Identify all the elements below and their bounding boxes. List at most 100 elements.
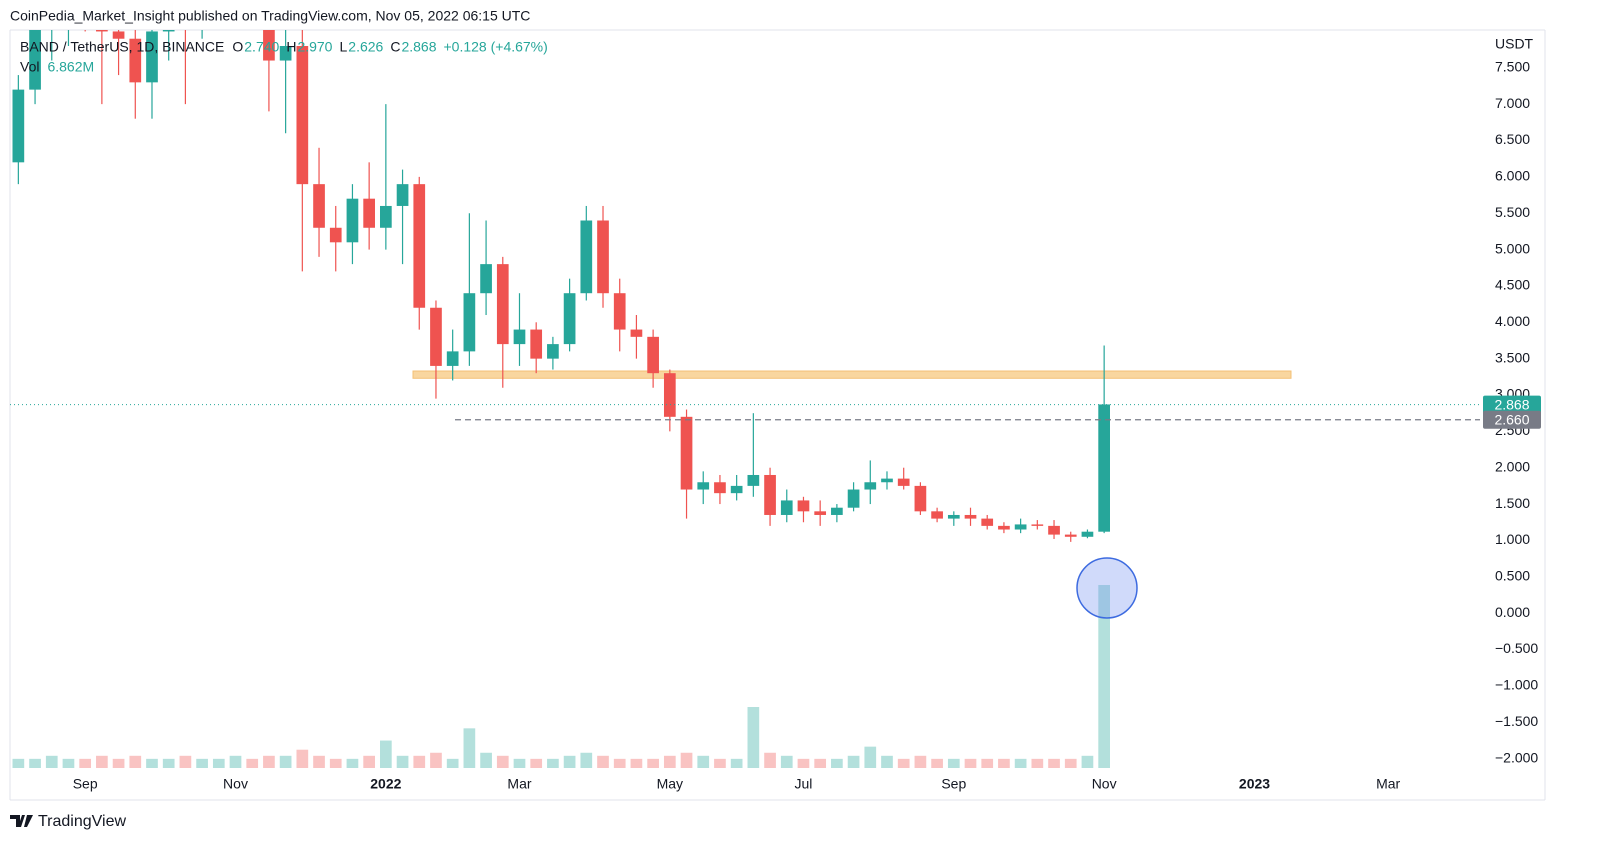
y-tick-label: 0.000 (1495, 604, 1530, 620)
y-tick-label: 7.500 (1495, 59, 1530, 75)
candle-body (296, 45, 309, 185)
candle-body (663, 373, 676, 417)
volume-bar (12, 758, 25, 768)
volume-bar (881, 755, 893, 768)
volume-bar (62, 758, 75, 768)
volume-bar (45, 755, 58, 768)
volume-bar (947, 758, 960, 768)
volume-bar (964, 758, 977, 768)
candle-body (129, 38, 142, 83)
volume-bar (496, 755, 509, 768)
volume-bar (413, 755, 426, 768)
candle-body (747, 474, 760, 486)
y-tick-label: 7.000 (1495, 95, 1530, 111)
price-label: 2.868 (1494, 396, 1529, 412)
volume-bar (814, 758, 827, 768)
candle-body (496, 264, 509, 345)
ohlc-label: C (390, 39, 400, 55)
x-tick-label: Nov (223, 776, 248, 792)
candle-body (1048, 525, 1060, 535)
y-tick-label: 6.500 (1495, 131, 1530, 147)
volume-bar (613, 758, 626, 768)
volume-bar (780, 755, 793, 768)
candle-body (597, 220, 609, 294)
candle-body (29, 30, 41, 90)
ohlc-label: O (232, 39, 243, 55)
volume-bar (146, 758, 158, 768)
volume-bar (296, 749, 309, 768)
x-tick-label: Sep (73, 776, 98, 792)
candle-body (530, 329, 543, 359)
candle-body (446, 351, 459, 366)
y-tick-label: −2.000 (1495, 749, 1538, 765)
x-tick-label: Mar (507, 776, 531, 792)
x-tick-label: Mar (1376, 776, 1400, 792)
volume-bar (29, 758, 41, 768)
candle-body (730, 485, 743, 494)
candle-body (463, 293, 476, 352)
y-tick-label: −1.500 (1495, 713, 1538, 729)
volume-bar (396, 755, 409, 768)
volume-bar (1014, 758, 1027, 768)
candle-body (714, 482, 726, 494)
volume-bar (329, 758, 342, 768)
currency-label: USDT (1495, 36, 1534, 52)
candle-body (263, 30, 275, 61)
x-tick-label: Sep (941, 776, 966, 792)
candle-body (998, 525, 1010, 530)
candle-body (630, 329, 643, 337)
candle-body (146, 31, 158, 83)
volume-value: 6.862M (47, 59, 94, 75)
volume-bar (797, 758, 810, 768)
y-tick-label: 1.500 (1495, 495, 1530, 511)
price-label-box (1483, 410, 1541, 429)
volume-bar (847, 755, 860, 768)
x-tick-label: Jul (795, 776, 813, 792)
volume-bar (697, 755, 710, 768)
candle-body (580, 220, 593, 294)
candle-body (881, 478, 893, 483)
candle-body (964, 514, 977, 519)
publisher-title: CoinPedia_Market_Insight published on Tr… (10, 8, 530, 24)
symbol: BAND / TetherUS, 1D, BINANCE (20, 39, 224, 55)
support-zone (412, 370, 1292, 379)
volume-bar (196, 758, 208, 768)
volume-bar (313, 755, 325, 768)
ohlc-value: 2.626 (348, 39, 383, 55)
volume-bar (630, 758, 643, 768)
volume-bar (279, 755, 292, 768)
candle-body (313, 184, 325, 228)
y-tick-label: 6.000 (1495, 168, 1530, 184)
candle-body (1031, 524, 1044, 526)
ohlc-label: L (339, 39, 347, 55)
volume-bar (212, 758, 225, 768)
volume-bar (446, 758, 459, 768)
volume-bar (129, 755, 142, 768)
volume-bar (1031, 758, 1044, 768)
volume-bar (663, 755, 676, 768)
volume-bar (998, 758, 1010, 768)
volume-bar (597, 755, 609, 768)
volume-bar (162, 758, 175, 768)
volume-bar (380, 740, 392, 768)
candle-body (1081, 531, 1094, 537)
candle-body (279, 45, 292, 61)
candle-body (112, 31, 125, 39)
volume-bar (714, 758, 726, 768)
candle-body (947, 514, 960, 519)
volume-bar (981, 758, 994, 768)
volume-bar (1081, 755, 1094, 768)
volume-bar (363, 755, 375, 768)
volume-bar (96, 755, 108, 768)
highlight-circle (1076, 557, 1138, 619)
volume-bar (463, 728, 476, 768)
candle-body (396, 184, 409, 206)
volume-bar (647, 758, 659, 768)
volume-bar (79, 758, 92, 768)
volume-bar (263, 755, 275, 768)
candle-body (931, 511, 943, 519)
y-tick-label: 4.000 (1495, 313, 1530, 329)
volume-bar (1048, 758, 1060, 768)
